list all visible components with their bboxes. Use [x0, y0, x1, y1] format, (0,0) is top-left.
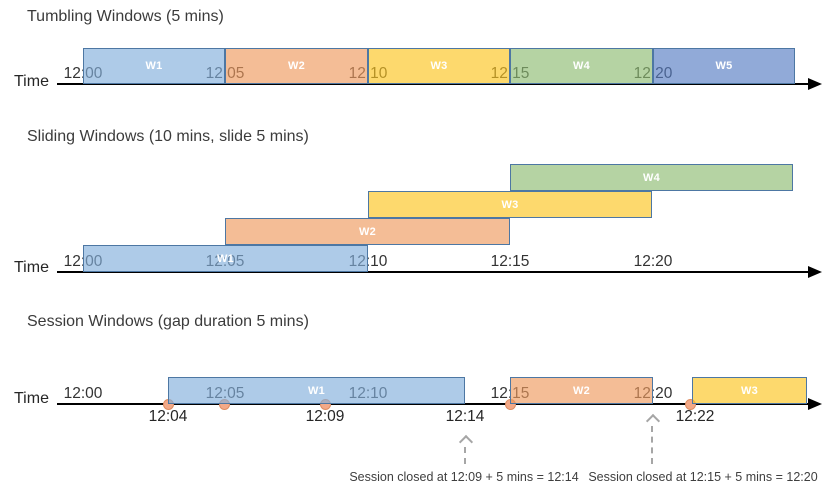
window-label: W1 — [216, 252, 235, 265]
sliding-tick-12-15: 12:15 — [490, 253, 530, 270]
dashed-arrow-up-icon — [645, 413, 661, 429]
tumbling-timeline — [57, 83, 808, 85]
sliding-window-box-w4: W4 — [510, 164, 793, 191]
tumbling-window-box-w3: W3 — [368, 48, 510, 84]
window-label: W5 — [715, 60, 733, 72]
session-timeline — [57, 403, 808, 405]
event-time-12-04: 12:04 — [148, 408, 188, 425]
sliding-window-box-w1: W1 — [83, 245, 368, 272]
event-time-12-22: 12:22 — [675, 408, 715, 425]
close-time-12-14: 12:14 — [445, 408, 485, 425]
window-label: W4 — [642, 171, 661, 184]
sliding-tick-12-20: 12:20 — [633, 253, 673, 270]
tumbling-time-axis-label: Time — [14, 73, 49, 90]
sliding-window-box-w2: W2 — [225, 218, 510, 245]
session-timeline-arrowhead-icon — [808, 398, 822, 410]
event-dot — [685, 399, 696, 410]
window-label: W3 — [430, 60, 448, 72]
sliding-timeline — [57, 271, 808, 273]
window-label: W2 — [287, 60, 306, 72]
window-label: W1 — [307, 384, 326, 397]
session-window-box-w3: W3 — [692, 377, 807, 404]
dashed-arrow-line — [651, 426, 653, 464]
dashed-arrow-up-icon — [458, 434, 474, 450]
tumbling-window-box-w2: W2 — [225, 48, 368, 84]
window-label: W2 — [572, 384, 591, 397]
window-label: W1 — [145, 60, 163, 72]
tumbling-window-box-w4: W4 — [510, 48, 653, 84]
sliding-timeline-arrowhead-icon — [808, 266, 822, 278]
window-label: W2 — [358, 225, 377, 238]
tumbling-window-box-w1: W1 — [83, 48, 225, 84]
sliding-time-axis-label: Time — [14, 259, 49, 276]
tumbling-timeline-arrowhead-icon — [808, 78, 822, 90]
window-label: W4 — [572, 60, 591, 72]
session-title: Session Windows (gap duration 5 mins) — [27, 313, 309, 330]
sliding-title: Sliding Windows (10 mins, slide 5 mins) — [27, 128, 309, 145]
session-annotation-1: Session closed at 12:09 + 5 mins = 12:14 — [349, 470, 579, 484]
window-label: W3 — [740, 384, 759, 397]
session-window-box-w1: W1 — [168, 377, 465, 404]
sliding-window-box-w3: W3 — [368, 191, 652, 218]
session-time-axis-label: Time — [14, 390, 49, 407]
session-annotation-2: Session closed at 12:15 + 5 mins = 12:20 — [588, 470, 818, 484]
event-time-12-09: 12:09 — [305, 408, 345, 425]
session-window-box-w2: W2 — [510, 377, 653, 404]
tumbling-title: Tumbling Windows (5 mins) — [27, 8, 224, 25]
tumbling-window-box-w5: W5 — [653, 48, 795, 84]
session-tick-12-00: 12:00 — [63, 385, 103, 402]
window-label: W3 — [501, 198, 519, 211]
dashed-arrow-line — [464, 447, 466, 464]
